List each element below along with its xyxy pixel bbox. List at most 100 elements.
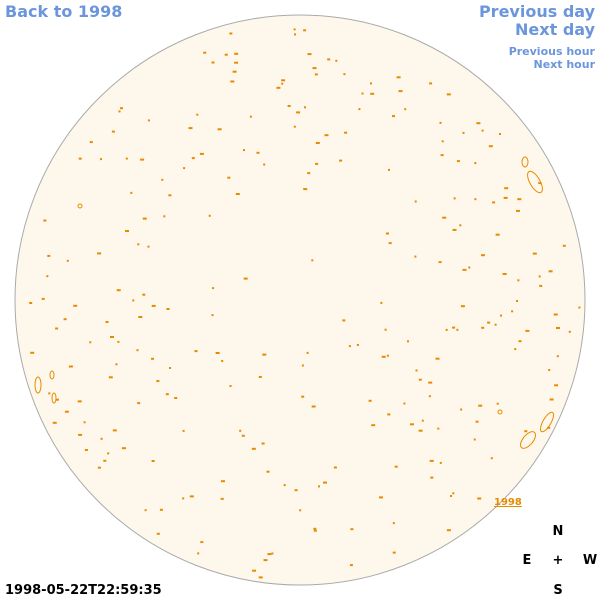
speck: [435, 357, 440, 360]
speck: [73, 304, 78, 307]
speck: [252, 569, 257, 572]
speck: [311, 405, 316, 408]
speck: [518, 340, 522, 343]
speck: [97, 466, 101, 469]
speck: [197, 552, 200, 555]
speck: [323, 481, 327, 484]
back-link[interactable]: Back to 1998: [5, 2, 123, 21]
speck: [47, 254, 51, 257]
speck: [138, 316, 143, 318]
speck: [48, 392, 51, 395]
speck: [227, 176, 231, 179]
speck: [459, 224, 462, 227]
speck: [97, 252, 102, 255]
speck: [481, 129, 484, 132]
speck: [495, 233, 500, 236]
speck: [230, 80, 235, 83]
next-hour-link[interactable]: Next hour: [533, 58, 596, 71]
speck: [29, 302, 33, 304]
speck: [211, 314, 214, 317]
speck: [394, 465, 398, 468]
speck: [163, 215, 166, 218]
speck: [396, 76, 401, 79]
speck: [142, 217, 147, 220]
speck: [100, 437, 103, 440]
speck: [151, 357, 154, 360]
speck: [556, 327, 560, 329]
feature: [497, 409, 503, 415]
speck: [156, 380, 160, 382]
solar-disk: [14, 14, 586, 586]
previous-day-link[interactable]: Previous day: [478, 2, 595, 21]
speck: [350, 528, 354, 531]
speck: [117, 340, 120, 343]
speck: [386, 354, 389, 357]
speck: [548, 369, 551, 371]
speck: [503, 196, 508, 199]
speck: [468, 266, 471, 269]
speck: [293, 28, 296, 31]
speck: [89, 341, 92, 344]
speck: [239, 429, 242, 432]
speck: [380, 301, 383, 304]
speck: [462, 131, 465, 134]
speck: [78, 433, 83, 436]
speck: [78, 157, 82, 160]
speck: [342, 319, 346, 322]
speck: [311, 259, 314, 262]
speck: [386, 232, 389, 235]
speck: [299, 509, 302, 512]
speck: [89, 141, 93, 144]
speck: [313, 529, 317, 532]
speck: [404, 108, 407, 111]
speck: [496, 402, 499, 405]
speck: [232, 70, 237, 73]
speck: [120, 107, 123, 110]
speck: [258, 576, 263, 579]
speck: [107, 452, 110, 455]
speck: [446, 529, 451, 532]
speck: [414, 255, 417, 258]
speck: [43, 219, 47, 222]
speck: [118, 110, 121, 113]
speck: [440, 154, 444, 157]
speck: [137, 402, 141, 405]
speck: [136, 349, 139, 352]
compass: N E + W S: [523, 524, 598, 598]
speck: [371, 424, 376, 427]
speck: [312, 67, 317, 70]
speck: [304, 106, 306, 109]
speck: [549, 398, 554, 401]
speck: [217, 128, 222, 131]
speck: [116, 289, 121, 292]
speck: [429, 82, 433, 85]
speck: [428, 381, 433, 384]
speck: [517, 279, 520, 282]
speck: [314, 73, 318, 76]
speck: [462, 268, 467, 271]
previous-hour-link[interactable]: Previous hour: [508, 45, 595, 58]
disk-label[interactable]: 1998: [494, 497, 522, 508]
speck: [258, 376, 262, 378]
speck: [241, 434, 245, 437]
speck: [525, 329, 530, 332]
speck: [430, 476, 434, 479]
speck: [182, 429, 185, 432]
speck: [200, 541, 204, 544]
speck: [224, 53, 228, 56]
speck: [283, 484, 286, 487]
magnetic-features: [34, 156, 554, 449]
speck: [370, 82, 372, 85]
speck: [556, 355, 559, 358]
timestamp: 1998-05-22T22:59:35: [5, 583, 162, 598]
next-day-link[interactable]: Next day: [515, 20, 595, 39]
speck: [41, 297, 45, 300]
speck: [438, 261, 442, 264]
speck: [488, 145, 493, 148]
speck: [333, 466, 337, 469]
speck: [344, 131, 348, 134]
speck: [476, 122, 481, 125]
speck: [199, 152, 204, 155]
feature: [51, 392, 57, 404]
speck: [251, 447, 256, 450]
